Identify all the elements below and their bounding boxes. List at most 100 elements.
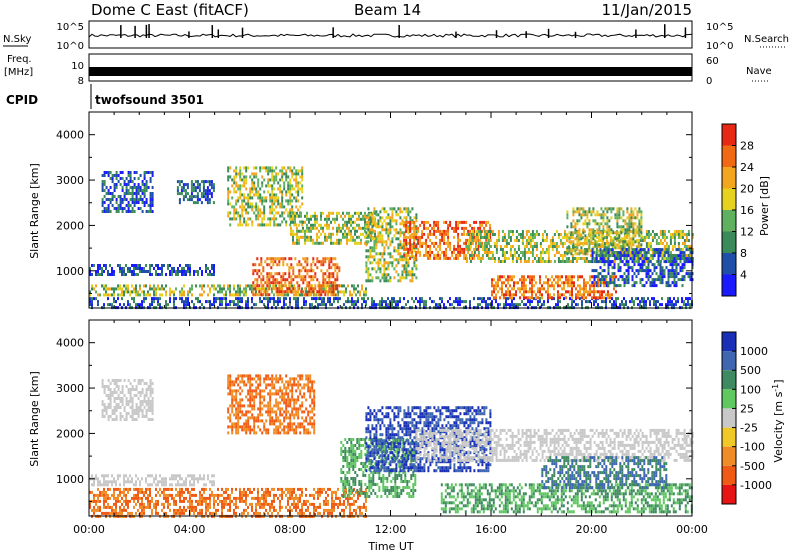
- data-cell: [637, 239, 640, 242]
- data-cell: [257, 205, 260, 209]
- data-cell: [135, 186, 138, 189]
- data-cell: [659, 239, 662, 242]
- data-cell: [161, 508, 163, 512]
- nave-tick-top: 60: [706, 56, 719, 67]
- data-cell: [499, 245, 502, 248]
- data-cell: [638, 249, 641, 253]
- data-cell: [133, 267, 135, 270]
- data-cell: [586, 216, 589, 220]
- data-cell: [471, 256, 474, 260]
- data-cell: [601, 293, 603, 297]
- data-cell: [330, 220, 332, 224]
- data-cell: [553, 284, 555, 288]
- data-cell: [291, 187, 294, 191]
- data-cell: [129, 198, 132, 201]
- data-cell: [387, 267, 390, 271]
- data-cell: [198, 183, 201, 187]
- data-cell: [541, 284, 543, 288]
- data-cell: [640, 210, 643, 214]
- data-cell: [403, 252, 406, 256]
- data-cell: [181, 300, 183, 304]
- data-cell: [115, 198, 118, 201]
- data-cell: [624, 231, 627, 235]
- data-cell: [455, 223, 458, 227]
- data-cell: [115, 174, 118, 177]
- data-cell: [155, 293, 157, 297]
- data-cell: [628, 228, 631, 232]
- data-cell: [587, 300, 589, 304]
- data-cell: [459, 300, 461, 304]
- data-cell: [651, 278, 654, 282]
- data-cell: [374, 223, 376, 227]
- data-cell: [292, 220, 294, 224]
- data-cell: [107, 487, 109, 491]
- data-cell: [417, 238, 420, 242]
- data-cell: [495, 293, 497, 297]
- data-cell: [141, 490, 143, 494]
- data-cell: [681, 248, 684, 251]
- data-cell: [623, 281, 626, 285]
- data-cell: [316, 241, 318, 245]
- data-cell: [297, 190, 300, 194]
- data-cell: [153, 297, 155, 301]
- data-cell: [585, 300, 587, 304]
- data-cell: [636, 240, 639, 244]
- data-cell: [99, 264, 101, 267]
- data-cell: [346, 238, 348, 242]
- data-cell: [507, 257, 510, 260]
- data-cell: [523, 281, 525, 285]
- data-cell: [310, 238, 312, 242]
- data-cell: [377, 261, 380, 265]
- data-cell: [123, 487, 125, 491]
- data-cell: [365, 216, 368, 220]
- data-cell: [477, 247, 480, 251]
- data-cell: [186, 186, 189, 190]
- data-cell: [159, 267, 161, 270]
- data-cell: [281, 205, 284, 209]
- data-cell: [285, 178, 288, 182]
- data-cell: [395, 228, 398, 232]
- data-cell: [285, 193, 288, 197]
- data-cell: [139, 189, 142, 192]
- data-cell: [123, 207, 126, 210]
- data-cell: [529, 251, 532, 254]
- data-cell: [276, 257, 279, 261]
- data-cell: [621, 260, 624, 264]
- data-cell: [622, 252, 625, 256]
- data-cell: [675, 263, 678, 267]
- data-cell: [205, 300, 207, 304]
- data-cell: [411, 297, 413, 301]
- data-cell: [403, 232, 406, 236]
- data-cell: [671, 269, 674, 273]
- data-cell: [671, 236, 674, 239]
- data-cell: [288, 290, 291, 294]
- data-cell: [257, 214, 260, 218]
- data-cell: [271, 211, 274, 215]
- data-cell: [580, 216, 583, 220]
- data-cell: [610, 207, 613, 211]
- data-cell: [326, 281, 329, 285]
- data-cell: [551, 248, 554, 251]
- data-cell: [613, 303, 615, 307]
- data-cell: [625, 254, 628, 258]
- data-cell: [107, 505, 109, 509]
- data-cell: [517, 245, 520, 248]
- data-cell: [649, 300, 651, 304]
- data-cell: [101, 183, 104, 186]
- data-cell: [135, 189, 138, 192]
- data-cell: [201, 273, 203, 276]
- data-cell: [377, 225, 380, 229]
- data-cell: [294, 287, 297, 291]
- data-cell: [671, 303, 673, 307]
- data-cell: [457, 297, 459, 301]
- data-cell: [111, 293, 113, 297]
- data-cell: [181, 270, 183, 273]
- data-cell: [99, 505, 101, 509]
- data-cell: [326, 223, 328, 227]
- data-cell: [185, 264, 187, 267]
- data-cell: [115, 502, 117, 506]
- data-cell: [151, 496, 153, 500]
- data-cell: [632, 225, 635, 229]
- data-cell: [252, 272, 255, 276]
- data-cell: [687, 272, 690, 276]
